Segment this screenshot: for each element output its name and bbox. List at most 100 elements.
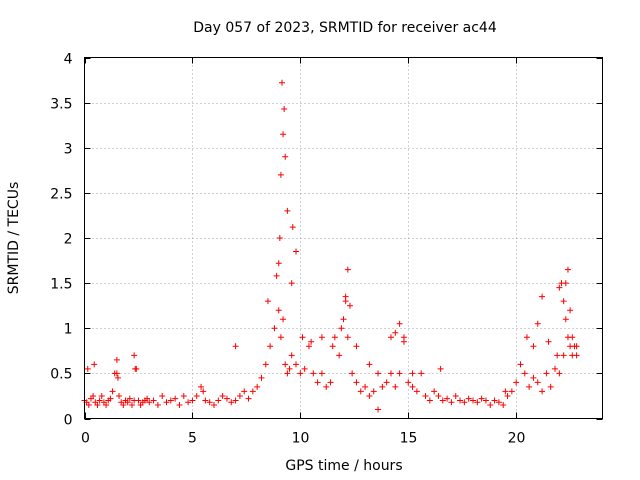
data-point [457,397,464,404]
data-points [81,79,580,413]
data-point [539,293,546,300]
data-point [560,298,567,305]
data-point [362,383,369,390]
data-point [267,343,274,350]
data-point [405,379,412,386]
data-point [193,392,200,399]
data-point [465,395,472,402]
data-point [96,397,103,404]
data-point [444,395,451,402]
data-point [301,365,308,372]
y-tick-label: 3 [64,142,73,158]
data-point [400,338,407,345]
data-point [113,356,120,363]
data-point [241,388,248,395]
data-point [98,392,105,399]
data-point [109,388,116,395]
y-tick-label: 3.5 [50,97,72,113]
data-point [353,343,360,350]
data-point [249,388,256,395]
data-point [338,325,345,332]
data-point [318,334,325,341]
data-point [314,379,321,386]
data-point [310,370,317,377]
data-point [91,361,98,368]
data-point [107,395,114,402]
data-point [271,325,278,332]
data-point [521,370,528,377]
data-point [523,334,530,341]
data-point [202,397,209,404]
x-tick-labels: 0 5 10 15 20 [81,431,525,447]
data-point [383,379,390,386]
data-point [571,343,578,350]
data-point [120,401,127,408]
data-point [176,401,183,408]
chart-title: Day 057 of 2023, SRMTID for receiver ac4… [193,20,497,36]
data-point [94,401,101,408]
data-point [262,361,269,368]
data-point [280,131,287,138]
data-point [431,388,438,395]
data-point [131,352,138,359]
data-point [560,352,567,359]
data-point [277,171,284,178]
data-point [215,397,222,404]
data-point [245,395,252,402]
data-point [413,388,420,395]
axis-ticks [84,57,603,420]
data-point [526,383,533,390]
data-point [426,397,433,404]
data-point [409,383,416,390]
data-point [206,399,213,406]
data-point [530,343,537,350]
data-point [452,392,459,399]
data-point [297,370,304,377]
y-tick-label: 2.5 [50,187,72,203]
data-point [275,307,282,314]
data-point [437,365,444,372]
data-point [232,343,239,350]
data-point [264,298,271,305]
data-point [491,397,498,404]
y-tick-label: 1 [64,322,73,338]
y-axis-label: SRMTID / TECUs [6,182,22,295]
data-point [564,266,571,273]
data-point [116,392,123,399]
data-point [387,334,394,341]
data-point [308,338,315,345]
data-point [211,401,217,408]
data-point [418,370,425,377]
data-point [198,383,205,390]
data-point [284,370,291,377]
x-tick-label: 20 [508,431,526,447]
grid [84,57,603,419]
data-point [422,392,429,399]
data-point [504,392,511,399]
data-point [236,392,243,399]
data-point [275,260,282,267]
data-point [150,397,157,404]
data-point [534,320,541,327]
data-point [366,392,373,399]
data-point [103,401,110,408]
data-point [293,361,300,368]
data-point [323,383,330,390]
data-point [357,388,364,395]
data-point [409,370,416,377]
data-point [482,397,489,404]
data-point [126,395,133,402]
data-point [327,379,334,386]
data-point [567,307,574,314]
y-tick-label: 2 [64,232,73,248]
data-point [90,392,97,399]
data-point [439,397,446,404]
data-point [277,334,284,341]
data-point [159,392,166,399]
data-point [543,370,550,377]
data-point [366,361,373,368]
data-point [539,388,546,395]
y-tick-labels: 0 0.5 1 1.5 2 2.5 3 3.5 4 [50,52,72,429]
data-point [500,401,507,408]
